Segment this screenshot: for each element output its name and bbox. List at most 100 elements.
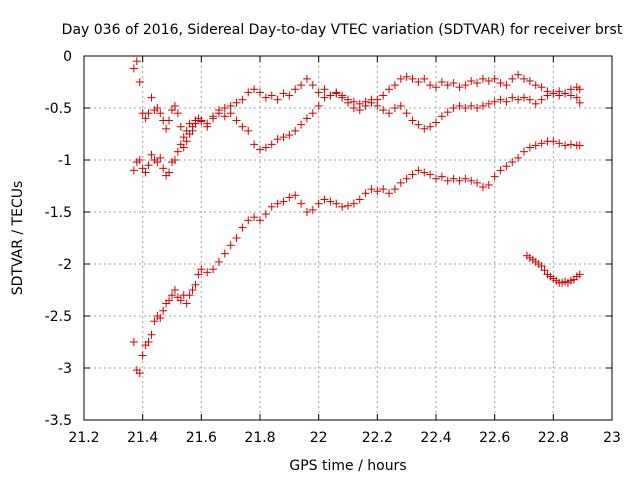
- data-point: [256, 88, 264, 97]
- data-point: [361, 97, 370, 106]
- data-point: [170, 286, 179, 294]
- data-point: [156, 109, 165, 118]
- data-point: [514, 153, 523, 162]
- data-point: [261, 93, 270, 102]
- y-tick-label: -2.5: [45, 309, 72, 325]
- data-point: [344, 201, 352, 210]
- data-point: [540, 266, 549, 275]
- data-point: [537, 95, 546, 104]
- y-tick-label: 0: [63, 49, 72, 65]
- data-point: [426, 170, 435, 179]
- data-point: [461, 104, 470, 112]
- data-point: [256, 145, 264, 154]
- data-point: [508, 158, 517, 167]
- data-point: [555, 139, 564, 148]
- data-point: [179, 133, 188, 142]
- data-point: [261, 210, 270, 219]
- data-point: [129, 166, 138, 175]
- data-point: [484, 99, 493, 108]
- data-point: [168, 106, 176, 115]
- data-point: [390, 104, 399, 112]
- data-point: [156, 314, 165, 323]
- data-point: [443, 108, 452, 117]
- plot-frame: [83, 55, 613, 421]
- data-point: [291, 126, 300, 135]
- data-point: [490, 97, 499, 106]
- data-point: [426, 81, 435, 90]
- data-point: [226, 241, 235, 250]
- data-point: [191, 280, 200, 289]
- data-point: [385, 109, 394, 118]
- data-point: [402, 174, 411, 183]
- axis-ticks: 21.2 21.4 21.6 21.8 22 22.2 22.4 22.6 22.8 23 0 -0.…: [45, 49, 621, 446]
- data-point: [373, 187, 382, 196]
- data-point: [232, 116, 241, 125]
- data-point: [144, 161, 153, 170]
- data-point: [297, 81, 306, 90]
- data-point: [267, 140, 276, 149]
- data-point: [273, 95, 282, 104]
- data-point: [261, 143, 270, 152]
- x-tick-label: 21.8: [244, 430, 275, 446]
- y-tick-label: -1: [58, 153, 72, 169]
- data-point: [537, 83, 546, 92]
- data-point: [373, 101, 382, 110]
- data-point: [279, 89, 288, 98]
- data-point: [455, 101, 464, 110]
- x-tick-label: 22.2: [362, 430, 393, 446]
- data-point: [279, 197, 288, 206]
- data-point: [502, 97, 511, 106]
- data-point: [396, 101, 405, 110]
- data-point: [396, 178, 405, 187]
- y-axis-label: SDTVAR / TECUs: [10, 181, 26, 296]
- data-point: [367, 95, 376, 104]
- data-point: [432, 118, 440, 127]
- data-point: [320, 93, 329, 102]
- data-point: [179, 143, 188, 152]
- data-point: [549, 137, 558, 146]
- data-point: [173, 147, 182, 156]
- data-point: [308, 81, 317, 90]
- data-point: [502, 162, 511, 171]
- data-point: [285, 131, 294, 140]
- data-point: [496, 79, 505, 88]
- data-point: [555, 87, 564, 96]
- data-point: [575, 141, 584, 150]
- data-point: [420, 74, 429, 83]
- data-point: [238, 223, 247, 232]
- data-point: [566, 140, 575, 149]
- data-point: [338, 91, 347, 100]
- data-point: [226, 101, 235, 110]
- data-point: [302, 74, 311, 83]
- data-point: [135, 369, 144, 378]
- data-point: [153, 104, 162, 112]
- data-point: [473, 104, 482, 112]
- data-point: [349, 97, 358, 106]
- data-point: [390, 81, 399, 90]
- data-point: [220, 249, 229, 258]
- data-point: [543, 91, 552, 100]
- data-point: [141, 114, 150, 123]
- data-point: [302, 208, 311, 216]
- data-point: [209, 265, 218, 274]
- data-point: [176, 122, 185, 131]
- data-point: [338, 202, 347, 211]
- data-point: [308, 109, 317, 118]
- data-point: [173, 109, 182, 118]
- x-tick-label: 23: [603, 430, 621, 446]
- data-point: [361, 189, 370, 198]
- data-point: [150, 317, 159, 326]
- data-point: [432, 83, 440, 92]
- data-point: [496, 95, 505, 104]
- data-point: [467, 176, 476, 185]
- data-point: [297, 120, 306, 129]
- data-point: [426, 122, 435, 131]
- data-point: [209, 112, 218, 121]
- data-point: [159, 164, 168, 173]
- data-point: [332, 199, 341, 208]
- data-point: [308, 205, 317, 214]
- data-point: [443, 176, 452, 185]
- data-point: [408, 74, 417, 83]
- data-point: [238, 95, 247, 104]
- data-point: [165, 168, 174, 177]
